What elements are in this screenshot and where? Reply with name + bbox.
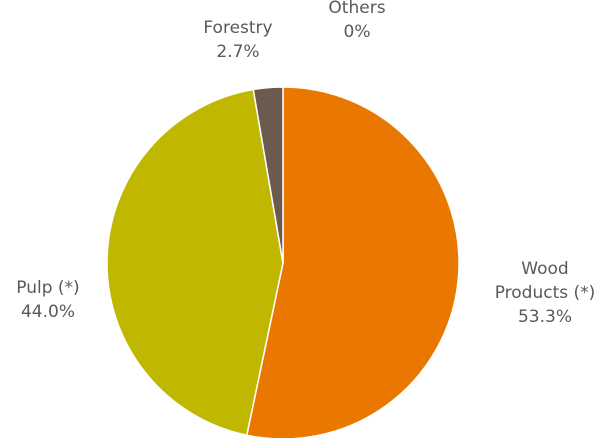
- slice-name-pulp: Pulp (*): [16, 278, 79, 298]
- slice-name-others: Others: [328, 0, 385, 18]
- slice-label-others: Others 0%: [328, 0, 385, 42]
- slice-label-wood-products: Wood Products (*) 53.3%: [495, 259, 596, 327]
- slice-name-wood-products: Wood: [521, 259, 568, 279]
- pie-slices: [106, 86, 460, 438]
- slice-value-pulp: 44.0%: [21, 302, 75, 322]
- pie-slice-forestry: [252, 86, 284, 264]
- slice-value-others: 0%: [344, 22, 371, 42]
- slice-name-forestry: Forestry: [203, 18, 272, 38]
- slice-label-pulp: Pulp (*) 44.0%: [16, 278, 79, 322]
- slice-labels: Wood Products (*) 53.3% Pulp (*) 44.0% Forest…: [16, 0, 595, 327]
- slice-name-wood-products: Products (*): [495, 283, 596, 303]
- slice-value-forestry: 2.7%: [216, 42, 259, 62]
- pie-slice-pulp: [106, 88, 284, 436]
- pie-slice-wood-products: [246, 86, 460, 438]
- slice-label-forestry: Forestry 2.7%: [203, 18, 272, 62]
- slice-value-wood-products: 53.3%: [518, 307, 572, 327]
